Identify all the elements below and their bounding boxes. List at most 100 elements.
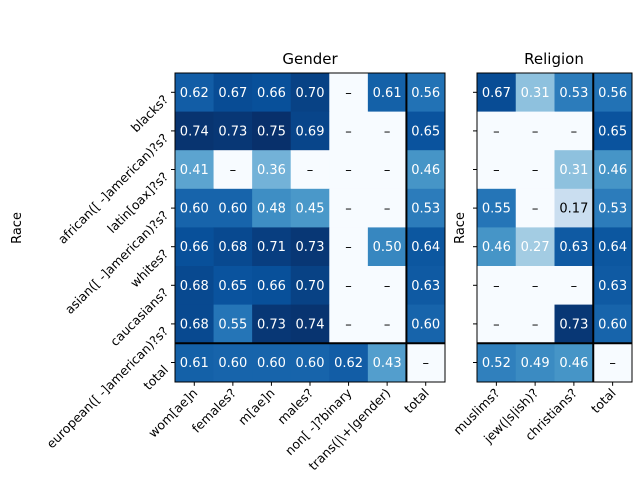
religion-cell-r6-c3: [593, 304, 633, 344]
gender-cell-label-r1-c3: 0.69: [296, 124, 325, 139]
gender-cell-r3-c3: [290, 188, 330, 228]
religion-cell-r3-c1: [515, 188, 555, 228]
gender-cell-r7-c5: [367, 343, 407, 383]
gender-cell-r2-c0: [175, 150, 214, 190]
religion-cell-r5-c3: [593, 266, 633, 305]
religion-cell-labels: 0.67 0.31 0.53 0.56 – – – 0.65 – – 0.31 0.46 0.55 – 0.…: [482, 86, 627, 371]
gender-cell-label-r3-c3: 0.45: [296, 202, 325, 217]
gender-cell-label-r0-c1: 0.67: [218, 86, 247, 101]
gender-cell-label-r5-c3: 0.70: [296, 279, 325, 294]
gender-cells: [175, 73, 446, 383]
religion-cell-label-r3-c1: –: [532, 202, 539, 217]
gender-cell-label-r3-c1: 0.60: [218, 202, 247, 217]
religion-cell-r6-c0: [477, 304, 517, 344]
religion-cell-r7-c1: [515, 343, 555, 383]
religion-cell-label-r3-c3: 0.53: [598, 202, 627, 217]
gender-cell-label-r7-c3: 0.60: [296, 356, 325, 371]
gender-cell-r0-c4: [329, 73, 369, 112]
gender-cell-r5-c0: [175, 266, 214, 305]
gender-cell-r7-c4: [329, 343, 369, 383]
religion-cell-label-r4-c0: 0.46: [482, 240, 511, 255]
gender-cell-label-r3-c4: –: [345, 202, 352, 217]
gender-cell-r0-c3: [290, 73, 330, 112]
religion-cell-label-r2-c3: 0.46: [598, 163, 627, 178]
gender-cell-label-r0-c2: 0.66: [257, 86, 286, 101]
religion-cell-label-r0-c2: 0.53: [559, 86, 588, 101]
religion-cell-r5-c0: [477, 266, 517, 305]
gender-cell-r5-c1: [213, 266, 253, 305]
religion-cell-r4-c1: [515, 227, 555, 267]
gender-frame: [174, 72, 446, 383]
religion-cell-r7-c3: [593, 343, 633, 383]
gender-cell-r3-c5: [367, 188, 407, 228]
gender-cell-r4-c1: [213, 227, 253, 267]
gender-cell-r0-c0: [175, 73, 214, 112]
gender-cell-label-r5-c6: 0.63: [411, 279, 440, 294]
religion-cell-label-r5-c2: –: [571, 279, 578, 294]
gender-cell-r4-c6: [406, 227, 446, 267]
religion-cell-label-r1-c3: 0.65: [598, 124, 627, 139]
religion-cell-label-r1-c1: –: [532, 124, 539, 139]
religion-cell-r5-c2: [554, 266, 594, 305]
gender-cell-r6-c6: [406, 304, 446, 344]
gender-cell-r0-c6: [406, 73, 446, 112]
gender-cell-label-r5-c0: 0.68: [180, 279, 209, 294]
religion-cell-r4-c0: [477, 227, 517, 267]
gender-cell-r7-c3: [290, 343, 330, 383]
religion-cell-r0-c2: [554, 73, 594, 112]
religion-cell-r1-c1: [515, 111, 555, 151]
gender-cell-label-r2-c2: 0.36: [257, 163, 286, 178]
gender-cell-r2-c3: [290, 150, 330, 190]
gender-cell-label-r2-c6: 0.46: [411, 163, 440, 178]
gender-cell-r1-c4: [329, 111, 369, 151]
gender-cell-label-r7-c4: 0.62: [334, 356, 363, 371]
gender-cell-label-r4-c0: 0.66: [180, 240, 209, 255]
religion-cell-r1-c2: [554, 111, 594, 151]
religion-cell-label-r7-c0: 0.52: [482, 356, 511, 371]
gender-cell-r0-c1: [213, 73, 253, 112]
religion-cell-r1-c3: [593, 111, 633, 151]
gender-ylabel: Race: [10, 212, 25, 244]
gender-cell-r7-c1: [213, 343, 253, 383]
gender-cell-label-r1-c0: 0.74: [180, 124, 209, 139]
gender-cell-label-r0-c6: 0.56: [411, 86, 440, 101]
gender-cell-r2-c5: [367, 150, 407, 190]
gender-cell-r2-c2: [252, 150, 292, 190]
gender-cell-label-r6-c0: 0.68: [180, 317, 209, 332]
gender-cell-label-r1-c6: 0.65: [411, 124, 440, 139]
religion-cell-label-r3-c0: 0.55: [482, 202, 511, 217]
gender-cell-r1-c6: [406, 111, 446, 151]
gender-cell-r1-c2: [252, 111, 292, 151]
gender-cell-label-r2-c3: –: [307, 163, 314, 178]
religion-cell-r2-c1: [515, 150, 555, 190]
gender-cell-label-r4-c4: –: [345, 240, 352, 255]
gender-cell-label-r1-c2: 0.75: [257, 124, 286, 139]
gender-cell-label-r0-c0: 0.62: [180, 86, 209, 101]
gender-cell-r6-c3: [290, 304, 330, 344]
gender-cell-label-r0-c5: 0.61: [373, 86, 402, 101]
gender-cell-label-r1-c5: –: [384, 124, 391, 139]
gender-cell-label-r6-c4: –: [345, 317, 352, 332]
gender-cell-r2-c4: [329, 150, 369, 190]
gender-cell-r6-c0: [175, 304, 214, 344]
religion-cell-r1-c0: [477, 111, 517, 151]
religion-cell-label-r7-c2: 0.46: [559, 356, 588, 371]
religion-cell-r2-c2: [554, 150, 594, 190]
gender-cell-r5-c6: [406, 266, 446, 305]
religion-cell-r0-c1: [515, 73, 555, 112]
gender-cell-r4-c3: [290, 227, 330, 267]
religion-cell-r6-c1: [515, 304, 555, 344]
gender-cell-label-r4-c1: 0.68: [218, 240, 247, 255]
gender-cell-label-r2-c1: –: [230, 163, 237, 178]
gender-cell-r3-c4: [329, 188, 369, 228]
gender-total-separators: [175, 73, 445, 382]
religion-cell-label-r2-c1: –: [532, 163, 539, 178]
gender-cell-r2-c6: [406, 150, 446, 190]
gender-cell-label-r5-c4: –: [345, 279, 352, 294]
gender-cell-label-r4-c5: 0.50: [373, 240, 402, 255]
religion-cell-label-r0-c1: 0.31: [521, 86, 550, 101]
religion-cell-label-r0-c3: 0.56: [598, 86, 627, 101]
religion-cell-label-r1-c0: –: [493, 124, 500, 139]
gender-cell-r2-c1: [213, 150, 253, 190]
gender-cell-r5-c3: [290, 266, 330, 305]
